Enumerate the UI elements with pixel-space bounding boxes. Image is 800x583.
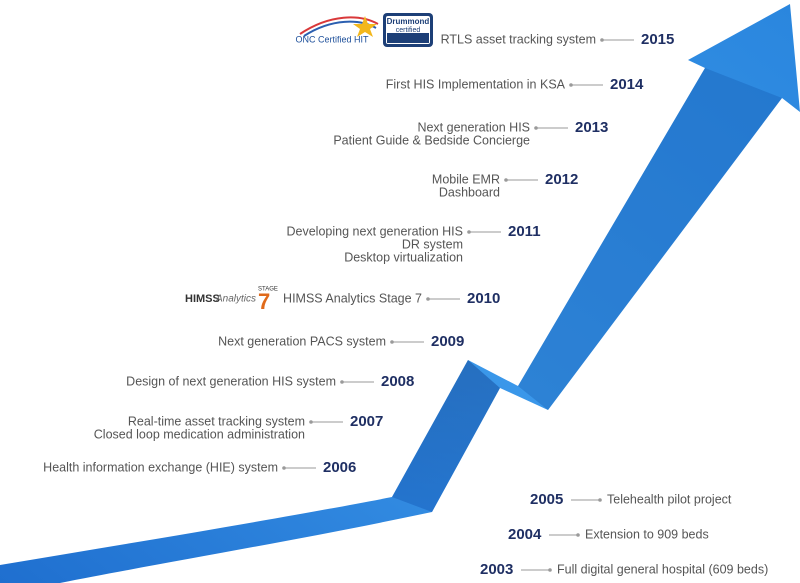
milestone-year: 2011: [508, 223, 541, 240]
milestone-text: Patient Guide & Bedside Concierge: [333, 133, 530, 147]
milestone-text: Desktop virtualization: [344, 250, 463, 264]
milestone-text: Dashboard: [439, 185, 500, 199]
milestones: RTLS asset tracking system 2015 First HIS …: [43, 31, 768, 578]
drummond-logo: Drummond certified: [383, 13, 433, 47]
arrow-fold: [392, 360, 500, 512]
milestone-year: 2003: [480, 561, 513, 578]
milestone-text: HIMSS Analytics Stage 7: [283, 291, 422, 305]
himss-text: HIMSS: [185, 293, 220, 305]
himss-logo: HIMSS Analytics STAGE 7: [185, 287, 278, 314]
milestone-text: Full digital general hospital (609 beds): [557, 562, 768, 576]
milestone-text: Telehealth pilot project: [607, 492, 732, 506]
connector-dot: [576, 533, 580, 537]
milestone-text: Extension to 909 beds: [585, 527, 709, 541]
connector-dot: [548, 568, 552, 572]
milestone-year: 2012: [545, 171, 578, 188]
milestone-year: 2004: [508, 526, 542, 543]
drummond-text: Drummond: [387, 17, 430, 26]
milestone-text: Next generation PACS system: [218, 334, 386, 348]
milestone-text: Closed loop medication administration: [94, 427, 305, 441]
milestone-year: 2015: [641, 31, 674, 48]
connector-dot: [598, 498, 602, 502]
milestone-year: 2013: [575, 119, 608, 136]
analytics-text: Analytics: [215, 294, 256, 305]
onc-logo: ONC Certified HIT: [295, 16, 379, 44]
milestone-year: 2006: [323, 459, 356, 476]
milestone-text: DR system: [402, 237, 463, 251]
milestone-year: 2014: [610, 76, 644, 93]
drummond-text: certified: [396, 27, 421, 34]
milestone-year: 2010: [467, 290, 500, 307]
milestone-text: Next generation HIS: [417, 120, 530, 134]
milestone-year: 2005: [530, 491, 563, 508]
stage-number: 7: [258, 289, 270, 314]
milestone-text: Real-time asset tracking system: [128, 414, 305, 428]
milestone-year: 2008: [381, 373, 414, 390]
milestone-text: RTLS asset tracking system: [441, 32, 596, 46]
stage-text: STAGE: [258, 287, 278, 293]
milestone-text: Developing next generation HIS: [286, 224, 463, 238]
milestone-text: Design of next generation HIS system: [126, 374, 336, 388]
milestone-text: First HIS Implementation in KSA: [386, 77, 566, 91]
onc-text: ONC Certified HIT: [295, 34, 369, 44]
milestone-year: 2009: [431, 333, 464, 350]
milestone-text: Health information exchange (HIE) system: [43, 460, 278, 474]
arrow-fold: [518, 68, 782, 410]
milestone-year: 2007: [350, 413, 383, 430]
milestone-text: Mobile EMR: [432, 172, 500, 186]
growth-arrow: [0, 4, 800, 583]
